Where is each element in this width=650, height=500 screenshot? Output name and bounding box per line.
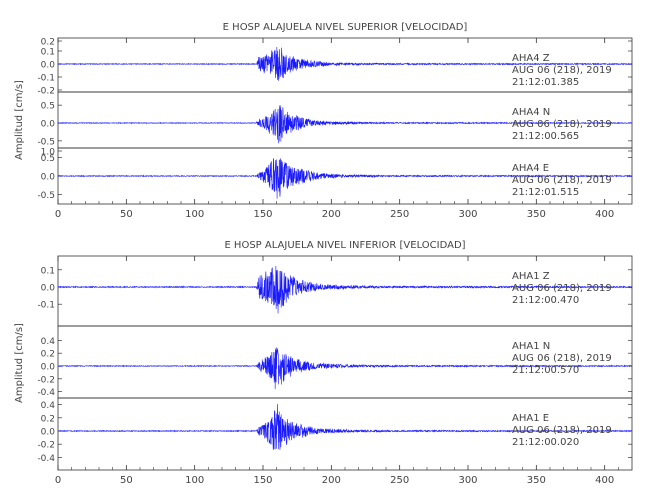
waveform-line: [57, 347, 633, 390]
y-axis-label: Amplitud [cm/s]: [14, 323, 25, 403]
x-tick-label: 0: [55, 209, 61, 220]
x-tick-label: 50: [120, 475, 133, 486]
x-tick-label: 150: [253, 209, 272, 220]
channel-time: 21:12:00.470: [512, 295, 579, 306]
waveform-line: [57, 105, 633, 144]
y-tick-label: -0.5: [37, 191, 55, 201]
x-tick-label: 100: [185, 475, 204, 486]
x-tick-label: 350: [527, 475, 546, 486]
x-tick-label: 300: [458, 475, 477, 486]
channel-label: AHA1 E: [512, 413, 549, 424]
channel-label: AHA1 N: [512, 341, 550, 352]
channel-time: 21:12:01.515: [512, 187, 579, 198]
channel-time: 21:12:01.385: [512, 77, 579, 88]
x-tick-label: 200: [322, 209, 341, 220]
waveform-line: [57, 265, 633, 314]
x-tick-label: 200: [322, 475, 341, 486]
y-tick-label: 0.0: [41, 120, 56, 130]
y-tick-label: 0.5: [41, 102, 55, 112]
x-tick-label: 400: [595, 475, 614, 486]
y-tick-label: -0.1: [37, 74, 55, 84]
x-tick-label: 50: [120, 209, 133, 220]
y-tick-label: 0.2: [41, 414, 55, 424]
y-tick-label: 0.0: [41, 173, 56, 183]
y-tick-label: 0.0: [41, 428, 56, 438]
y-tick-label: 1.0: [41, 148, 56, 158]
channel-label: AHA4 E: [512, 163, 549, 174]
y-axis-label: Amplitud [cm/s]: [14, 80, 25, 160]
channel-date: AUG 06 (218), 2019: [512, 119, 612, 130]
y-tick-label: -0.1: [37, 301, 55, 311]
y-tick-label: 0.2: [41, 38, 55, 48]
channel-label: AHA4 N: [512, 107, 550, 118]
y-tick-label: -0.4: [37, 388, 55, 398]
y-tick-label: 0.2: [41, 350, 55, 360]
waveform-line: [57, 404, 633, 450]
y-tick-label: 0.4: [41, 401, 56, 411]
y-tick-label: 0.1: [41, 48, 55, 58]
channel-time: 21:12:00.565: [512, 131, 579, 142]
x-tick-label: 300: [458, 209, 477, 220]
y-tick-label: 0.0: [41, 61, 56, 71]
y-tick-label: 0.4: [41, 337, 56, 347]
seismogram-panel: E HOSP ALAJUELA NIVEL INFERIOR [VELOCIDA…: [14, 240, 633, 486]
channel-date: AUG 06 (218), 2019: [512, 283, 612, 294]
y-tick-label: 0.0: [41, 284, 56, 294]
channel-date: AUG 06 (218), 2019: [512, 65, 612, 76]
channel-date: AUG 06 (218), 2019: [512, 353, 612, 364]
y-tick-label: 0.5: [41, 154, 55, 164]
channel-time: 21:12:00.570: [512, 365, 579, 376]
y-tick-label: -0.4: [37, 454, 55, 464]
y-tick-label: -0.2: [37, 87, 55, 97]
x-tick-label: 250: [390, 475, 409, 486]
seismogram-panel: E HOSP ALAJUELA NIVEL SUPERIOR [VELOCIDA…: [14, 22, 633, 220]
panel-title: E HOSP ALAJUELA NIVEL SUPERIOR [VELOCIDA…: [223, 22, 468, 33]
x-tick-label: 0: [55, 475, 61, 486]
y-tick-label: -0.2: [37, 441, 55, 451]
waveform-line: [57, 46, 633, 81]
y-tick-label: 0.1: [41, 266, 55, 276]
x-tick-label: 150: [253, 475, 272, 486]
y-tick-label: -0.5: [37, 137, 55, 147]
channel-date: AUG 06 (218), 2019: [512, 425, 612, 436]
channel-date: AUG 06 (218), 2019: [512, 175, 612, 186]
x-tick-label: 350: [527, 209, 546, 220]
x-tick-label: 100: [185, 209, 204, 220]
y-tick-label: -0.2: [37, 375, 55, 385]
channel-label: AHA4 Z: [512, 53, 550, 64]
x-tick-label: 400: [595, 209, 614, 220]
panel-title: E HOSP ALAJUELA NIVEL INFERIOR [VELOCIDA…: [224, 240, 465, 251]
x-tick-label: 250: [390, 209, 409, 220]
channel-label: AHA1 Z: [512, 271, 550, 282]
y-tick-label: 0.0: [41, 363, 56, 373]
channel-time: 21:12:00.020: [512, 437, 579, 448]
waveform-line: [57, 158, 633, 199]
